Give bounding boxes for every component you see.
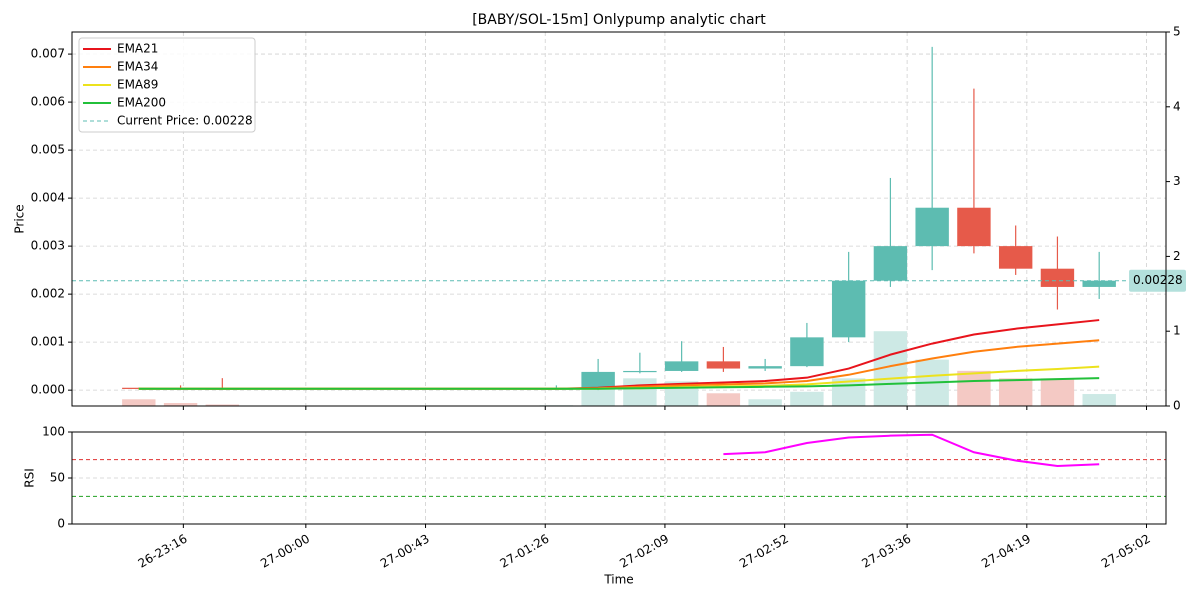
y-tick-label: 0.001 bbox=[31, 335, 65, 349]
rsi-line bbox=[723, 433, 1100, 468]
x-tick-label: 27-04:19 bbox=[979, 532, 1033, 571]
candle-body bbox=[998, 246, 1033, 269]
volume-bar bbox=[623, 378, 657, 406]
volume-bar bbox=[163, 403, 198, 406]
price-badge bbox=[1129, 269, 1186, 292]
frame bbox=[71, 431, 1167, 525]
y-tick-label: 0.005 bbox=[31, 143, 65, 157]
candle-body bbox=[873, 246, 908, 281]
volume-bar bbox=[790, 391, 824, 406]
y2-tick-label: 1 bbox=[1173, 324, 1181, 338]
y2-tick-label: 5 bbox=[1173, 25, 1181, 39]
x-tick-label: 27-05:02 bbox=[1099, 532, 1153, 571]
volume-bar bbox=[205, 404, 240, 406]
candle-body bbox=[915, 207, 949, 247]
y-tick-label: 0 bbox=[57, 517, 65, 531]
volume-bar bbox=[1082, 394, 1116, 406]
chart-title: [BABY/SOL-15m] Onlypump analytic chart bbox=[472, 12, 766, 28]
candle-body bbox=[957, 207, 991, 247]
price-badge-label: 0.00228 bbox=[1133, 273, 1183, 287]
y-tick-label: 0.000 bbox=[31, 383, 65, 397]
legend-label: Current Price: 0.00228 bbox=[117, 114, 253, 128]
y2-tick-label: 3 bbox=[1173, 174, 1181, 188]
volume-bar bbox=[748, 399, 782, 406]
candle-body bbox=[581, 371, 615, 390]
x-tick-label: 27-01:26 bbox=[498, 532, 552, 571]
candle-body bbox=[1082, 280, 1116, 287]
y-tick-label: 0.004 bbox=[31, 191, 65, 205]
candle-body bbox=[623, 370, 657, 373]
y-tick-label: 0.003 bbox=[31, 239, 65, 253]
candle-body bbox=[790, 337, 824, 367]
candle-body bbox=[706, 361, 741, 369]
y2-tick-label: 0 bbox=[1173, 399, 1181, 413]
y-tick-label: 0.007 bbox=[31, 47, 65, 61]
y2-tick-label: 2 bbox=[1173, 249, 1181, 263]
legend-box bbox=[78, 37, 256, 133]
y-axis-label: Price bbox=[13, 204, 27, 233]
y-tick-label: 100 bbox=[42, 425, 65, 439]
y-tick-label: 50 bbox=[50, 471, 65, 485]
legend-label: EMA89 bbox=[117, 78, 158, 92]
legend-label: EMA34 bbox=[117, 60, 158, 74]
ema-line bbox=[138, 377, 1100, 390]
legend-label: EMA21 bbox=[117, 42, 158, 56]
volume-bar bbox=[998, 378, 1033, 406]
x-tick-label: 27-02:09 bbox=[617, 532, 671, 571]
candle-body bbox=[831, 280, 866, 338]
y2-tick-label: 4 bbox=[1173, 99, 1181, 113]
volume-bar bbox=[957, 370, 991, 406]
volume-bar bbox=[1040, 378, 1075, 406]
x-tick-label: 27-03:36 bbox=[859, 532, 913, 571]
ema-line bbox=[138, 365, 1100, 390]
y-tick-label: 0.006 bbox=[31, 95, 65, 109]
volume-bar bbox=[706, 393, 741, 406]
candle-body bbox=[748, 366, 782, 369]
y-axis-label: RSI bbox=[23, 468, 37, 488]
x-tick-label: 27-02:52 bbox=[737, 532, 791, 571]
x-tick-label: 26-23:16 bbox=[136, 532, 190, 571]
x-tick-label: 27-00:00 bbox=[258, 532, 312, 571]
volume-bar bbox=[122, 399, 156, 406]
x-tick-label: 27-00:43 bbox=[378, 532, 432, 571]
x-axis-label: Time bbox=[603, 573, 633, 587]
candle-body bbox=[664, 361, 699, 371]
frame bbox=[71, 31, 1167, 407]
legend-label: EMA200 bbox=[117, 96, 166, 110]
y-tick-label: 0.002 bbox=[31, 287, 65, 301]
candle-body bbox=[1040, 268, 1075, 287]
